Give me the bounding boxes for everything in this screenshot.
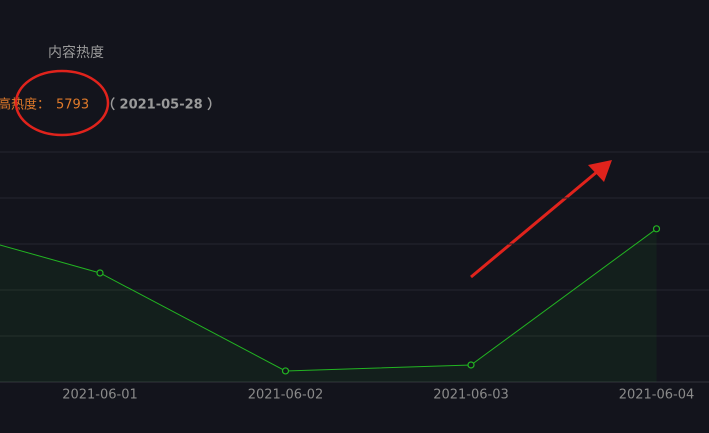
peak-date: （ 2021-05-28 ） <box>102 97 220 113</box>
x-tick-label: 2021-06-04 <box>619 388 695 403</box>
arrow-shaft <box>470 169 599 279</box>
peak-label: 高热度： <box>0 97 50 113</box>
point <box>652 225 661 233</box>
arrow-head <box>588 160 612 182</box>
area <box>0 228 657 382</box>
chart-title: 内容热度 <box>48 44 104 61</box>
plot: 2021-06-01 2021-06-02 2021-06-03 2021-06-04 <box>0 151 709 403</box>
point <box>467 361 475 369</box>
point <box>96 269 104 277</box>
x-tick-label: 2021-06-02 <box>248 388 324 403</box>
x-tick-label: 2021-06-01 <box>62 388 138 403</box>
peak-value: 5793 <box>56 98 89 113</box>
x-tick-label: 2021-06-03 <box>433 388 509 403</box>
highlight-circle <box>14 69 110 137</box>
point <box>281 367 290 375</box>
